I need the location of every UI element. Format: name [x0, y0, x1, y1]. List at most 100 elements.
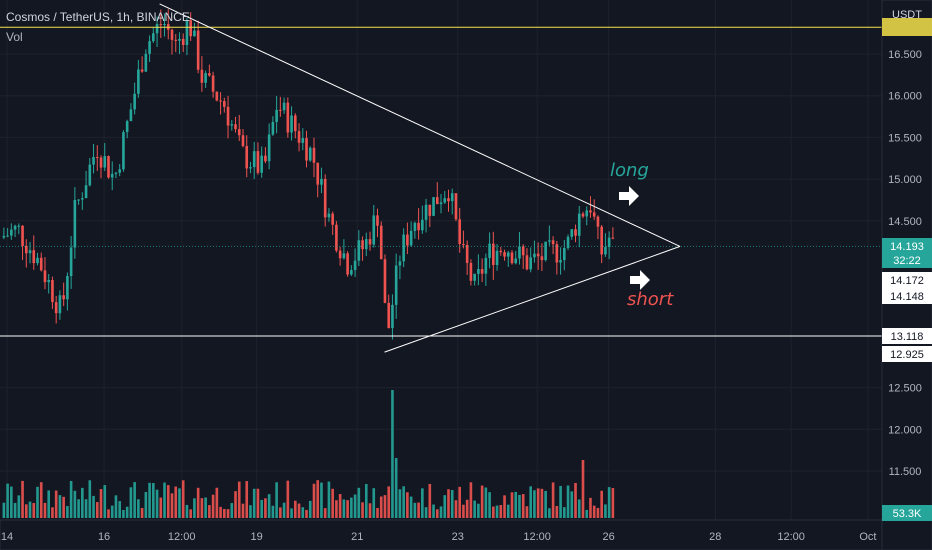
candle-body: [495, 250, 499, 265]
candle-body: [181, 38, 185, 45]
volume-bar: [223, 509, 226, 518]
volume-bar: [155, 489, 159, 518]
price-label-box: [882, 346, 932, 362]
candle-body: [208, 73, 211, 76]
candle-body: [196, 30, 200, 70]
candle-body: [559, 260, 562, 263]
candle-body: [260, 155, 263, 173]
volume-bar: [421, 488, 424, 518]
candle-body: [361, 240, 364, 250]
volume-bar: [350, 497, 353, 518]
volume-bar: [447, 489, 450, 518]
volume-bar: [189, 509, 192, 518]
volume-bar: [368, 503, 372, 518]
volume-indicator-label[interactable]: Vol: [6, 30, 23, 44]
candle-body: [350, 270, 353, 275]
volume-bar: [230, 503, 234, 518]
candle-body: [372, 215, 376, 245]
symbol-title[interactable]: Cosmos / TetherUS, 1h, BINANCE: [6, 10, 190, 24]
candle-body: [28, 250, 32, 254]
volume-bar: [439, 506, 443, 518]
volume-bar: [2, 502, 6, 518]
candle-body: [245, 146, 249, 169]
volume-bar: [611, 488, 615, 518]
volume-label-box: [882, 505, 932, 521]
candle-body: [54, 302, 58, 314]
volume-bar: [364, 484, 368, 518]
candle-body: [387, 302, 391, 329]
volume-bar: [372, 488, 376, 518]
volume-bar: [406, 492, 409, 518]
candle-body: [577, 213, 581, 236]
volume-bar: [297, 503, 301, 518]
candle-body: [581, 213, 585, 217]
candle-body: [338, 250, 342, 259]
candle-body: [144, 53, 148, 72]
time-axis[interactable]: [0, 519, 883, 550]
candle-body: [234, 124, 237, 130]
candle-body: [47, 280, 51, 283]
candle-body: [342, 253, 346, 259]
volume-bar: [144, 491, 148, 518]
currency-label[interactable]: USDT: [892, 9, 922, 21]
volume-bar: [335, 500, 338, 518]
candle-body: [518, 246, 521, 259]
candle-body: [290, 115, 293, 133]
volume-bar: [95, 502, 99, 518]
candle-body: [525, 255, 529, 270]
volume-bar: [237, 481, 241, 518]
y-tick-label: 15.000: [888, 174, 922, 186]
candle-body: [226, 106, 230, 126]
candle-body: [271, 121, 275, 135]
candle-body: [178, 38, 181, 41]
volume-bar: [555, 505, 559, 518]
volume-bar: [185, 504, 189, 518]
candle-body: [21, 225, 24, 246]
candle-body: [43, 270, 47, 283]
drawing-lines: [0, 3, 882, 353]
volume-bar: [308, 500, 312, 518]
candle-body: [185, 20, 189, 45]
candle-body: [36, 257, 39, 264]
candle-body: [331, 213, 334, 225]
volume-bar: [129, 487, 133, 518]
candle-body: [256, 151, 260, 173]
volume-bar: [204, 497, 207, 518]
volume-bar: [331, 488, 334, 518]
candle-body: [510, 252, 514, 264]
price-label-box: [882, 288, 932, 304]
y-tick-label: 12.500: [888, 383, 922, 395]
volume-bar: [473, 500, 476, 518]
candle-body: [6, 235, 9, 237]
volume-bar: [499, 505, 503, 518]
candle-body: [417, 222, 420, 231]
volume-bar: [424, 507, 428, 518]
volume-bar: [510, 492, 514, 518]
volume-bar: [398, 489, 402, 518]
candle-body: [249, 167, 252, 169]
candle-body: [379, 225, 383, 260]
grid: [0, 0, 882, 520]
volume-bar: [110, 505, 114, 518]
candle-body: [223, 101, 226, 107]
candle-body: [125, 121, 129, 133]
x-tick-label: 23: [452, 531, 464, 543]
volume-bar: [163, 482, 166, 518]
volume-bar: [316, 480, 320, 518]
volume-bar: [200, 498, 204, 518]
volume-bar: [88, 480, 92, 518]
short-arrow-icon: [630, 270, 650, 290]
volume-bar: [166, 485, 170, 518]
volume-bar: [413, 502, 417, 518]
x-tick-label: 26: [602, 531, 614, 543]
candle-body: [51, 280, 54, 303]
price-labels: 14.193 32:22 14.172 14.148 13.118 12.925 53.3K: [882, 18, 932, 521]
volume-bar: [391, 390, 394, 518]
volume-bar: [152, 483, 155, 518]
volume-bar: [428, 483, 432, 518]
volume-bar: [432, 504, 435, 518]
candle-body: [383, 259, 387, 303]
candle-body: [607, 237, 611, 248]
candle-body: [84, 185, 88, 199]
